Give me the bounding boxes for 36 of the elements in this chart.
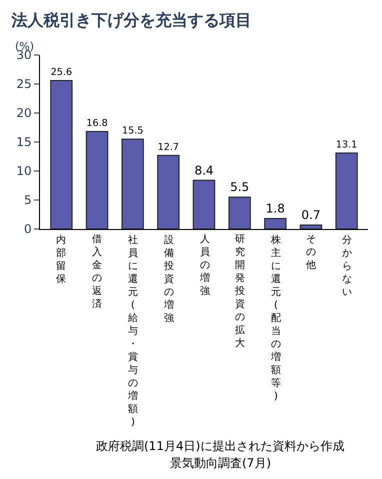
x-tick-label: その他 xyxy=(306,234,316,271)
x-tick-label: 借入金の返済 xyxy=(92,234,102,310)
bar xyxy=(157,154,180,229)
bar xyxy=(335,152,358,229)
data-label: 0.7 xyxy=(301,208,320,222)
category-label: 社員に還元(給与・賞与の増額) xyxy=(128,235,138,428)
chart-title: 法人税引き下げ分を充当する項目 xyxy=(10,10,252,30)
y-tick-label: 0 xyxy=(24,222,32,236)
data-label: 25.6 xyxy=(50,67,72,78)
x-tick-label: 内部留保 xyxy=(56,234,66,285)
bar xyxy=(122,138,144,229)
data-label: 16.8 xyxy=(86,118,108,130)
data-label: 5.5 xyxy=(230,180,250,194)
category-label: 研究開発投資の拡大 xyxy=(235,234,245,349)
bar xyxy=(300,224,322,229)
y-tick-label: 25 xyxy=(16,77,32,92)
data-label: 12.7 xyxy=(158,142,180,153)
bar xyxy=(264,218,286,229)
data-label: 8.4 xyxy=(194,163,214,178)
x-tick-label: 設備投資の増強 xyxy=(163,234,174,324)
y-tick-label: 20 xyxy=(16,106,32,120)
data-label: 13.1 xyxy=(336,140,358,151)
text: 景気動向調査(7月) xyxy=(170,456,271,470)
bar xyxy=(50,80,73,229)
x-tick-label: 分からない xyxy=(342,234,352,298)
data-label: 15.5 xyxy=(122,126,144,137)
y-tick-label: 10 xyxy=(16,164,32,178)
bar xyxy=(192,180,216,229)
category-label: 株主に還元(配当の増額等) xyxy=(271,235,281,402)
text: 政府税調(11月4日)に提出された資料から作成 xyxy=(96,439,344,453)
x-tick-label: 人員の増強 xyxy=(199,234,210,297)
bar xyxy=(228,196,251,229)
y-tick-label: 15 xyxy=(16,135,32,150)
data-label: 1.8 xyxy=(266,202,285,216)
bar xyxy=(86,131,108,229)
y-tick-label: 5 xyxy=(24,193,32,208)
